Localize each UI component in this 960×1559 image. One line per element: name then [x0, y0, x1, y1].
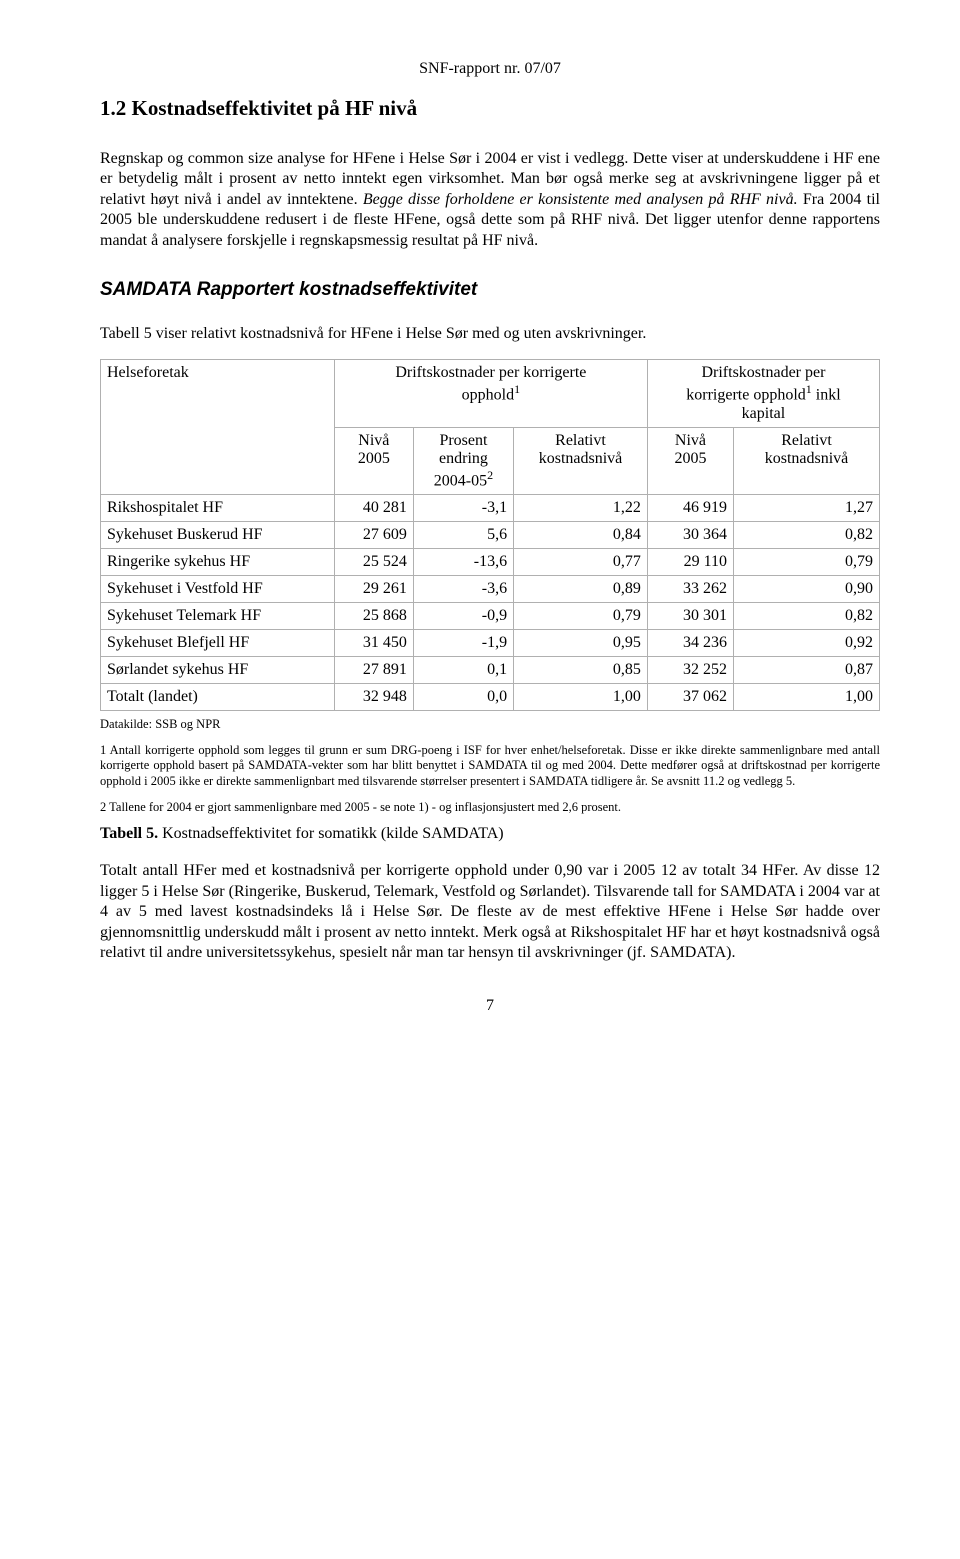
table-row: Sykehuset i Vestfold HF 29 261 -3,6 0,89… [101, 576, 880, 603]
row-c4: 30 301 [647, 603, 733, 630]
section-title: 1.2 Kostnadseffektivitet på HF nivå [100, 96, 880, 121]
row-c1: 40 281 [334, 495, 413, 522]
col-group-1: Driftskostnader per korrigerte opphold1 [334, 360, 647, 427]
row-c1: 25 524 [334, 549, 413, 576]
grp2-b: korrigerte opphold [686, 387, 806, 404]
row-c5: 0,87 [734, 657, 880, 684]
grp1-a: Driftskostnader per korrigerte [395, 364, 586, 381]
row-c4: 29 110 [647, 549, 733, 576]
sub-prosent: Prosent endring 2004-052 [413, 427, 513, 494]
row-c5: 0,82 [734, 522, 880, 549]
row-label: Ringerike sykehus HF [101, 549, 335, 576]
sub-nivaa-2b: 2005 [674, 450, 706, 467]
row-c4: 33 262 [647, 576, 733, 603]
row-c4: 34 236 [647, 630, 733, 657]
row-c2: -3,6 [413, 576, 513, 603]
grp2-c: inkl [816, 387, 841, 404]
row-c3: 1,22 [514, 495, 648, 522]
row-c2: 0,1 [413, 657, 513, 684]
cost-table: Helseforetak Driftskostnader per korrige… [100, 359, 880, 711]
row-c1: 25 868 [334, 603, 413, 630]
sub-rel-2b: kostnadsnivå [765, 450, 849, 467]
row-label: Sykehuset Telemark HF [101, 603, 335, 630]
sub-nivaa-2: Nivå 2005 [647, 427, 733, 494]
row-label: Sykehuset i Vestfold HF [101, 576, 335, 603]
sub-nivaa-2a: Nivå [675, 432, 706, 449]
table-row: Totalt (landet) 32 948 0,0 1,00 37 062 1… [101, 684, 880, 711]
grp2-d: kapital [742, 405, 786, 422]
row-c2: 0,0 [413, 684, 513, 711]
table-row: Sørlandet sykehus HF 27 891 0,1 0,85 32 … [101, 657, 880, 684]
row-c1: 31 450 [334, 630, 413, 657]
table-header-row-1: Helseforetak Driftskostnader per korrige… [101, 360, 880, 427]
report-header: SNF-rapport nr. 07/07 [100, 60, 880, 78]
table-row: Sykehuset Telemark HF 25 868 -0,9 0,79 3… [101, 603, 880, 630]
row-c4: 46 919 [647, 495, 733, 522]
row-c4: 30 364 [647, 522, 733, 549]
row-c4: 37 062 [647, 684, 733, 711]
sub-rel-1a: Relativt [555, 432, 606, 449]
row-c3: 0,79 [514, 603, 648, 630]
row-c2: 5,6 [413, 522, 513, 549]
table-row: Sykehuset Blefjell HF 31 450 -1,9 0,95 3… [101, 630, 880, 657]
sub-nivaa-1b: 2005 [358, 450, 390, 467]
row-c5: 0,79 [734, 549, 880, 576]
row-c3: 1,00 [514, 684, 648, 711]
col-helseforetak: Helseforetak [101, 360, 335, 495]
table-row: Sykehuset Buskerud HF 27 609 5,6 0,84 30… [101, 522, 880, 549]
paragraph-1-run: Regnskap og common size analyse for HFen… [100, 150, 880, 249]
row-c4: 32 252 [647, 657, 733, 684]
sub-pros-b: endring [439, 450, 488, 467]
row-label: Totalt (landet) [101, 684, 335, 711]
sub-pros-a: Prosent [439, 432, 487, 449]
row-c3: 0,95 [514, 630, 648, 657]
sub-relativt-2: Relativt kostnadsnivå [734, 427, 880, 494]
row-c3: 0,77 [514, 549, 648, 576]
grp2-a: Driftskostnader per [701, 364, 825, 381]
table-source: Datakilde: SSB og NPR [100, 717, 880, 733]
row-c5: 0,82 [734, 603, 880, 630]
row-c1: 29 261 [334, 576, 413, 603]
table-row: Ringerike sykehus HF 25 524 -13,6 0,77 2… [101, 549, 880, 576]
row-c1: 32 948 [334, 684, 413, 711]
row-c2: -13,6 [413, 549, 513, 576]
row-c2: -1,9 [413, 630, 513, 657]
table-row: Rikshospitalet HF 40 281 -3,1 1,22 46 91… [101, 495, 880, 522]
grp1-b: opphold [462, 387, 514, 404]
caption-bold: Tabell 5. [100, 825, 158, 842]
row-c3: 0,85 [514, 657, 648, 684]
caption-rest: Kostnadseffektivitet for somatikk (kilde… [158, 825, 503, 842]
sub-nivaa-1a: Nivå [358, 432, 389, 449]
table-caption: Tabell 5. Kostnadseffektivitet for somat… [100, 825, 880, 843]
row-c5: 1,27 [734, 495, 880, 522]
row-label: Sørlandet sykehus HF [101, 657, 335, 684]
row-c5: 0,92 [734, 630, 880, 657]
sub-rel-1b: kostnadsnivå [539, 450, 623, 467]
table-intro: Tabell 5 viser relativt kostnadsnivå for… [100, 325, 880, 343]
sub-relativt-1: Relativt kostnadsnivå [514, 427, 648, 494]
sub-rel-2a: Relativt [781, 432, 832, 449]
row-c3: 0,84 [514, 522, 648, 549]
col-group-2: Driftskostnader per korrigerte opphold1 … [647, 360, 879, 427]
row-c1: 27 891 [334, 657, 413, 684]
row-label: Sykehuset Buskerud HF [101, 522, 335, 549]
row-c1: 27 609 [334, 522, 413, 549]
subsection-title: SAMDATA Rapportert kostnadseffektivitet [100, 279, 880, 301]
row-label: Rikshospitalet HF [101, 495, 335, 522]
row-c2: -3,1 [413, 495, 513, 522]
row-c5: 0,90 [734, 576, 880, 603]
page-number: 7 [100, 997, 880, 1015]
paragraph-2: Totalt antall HFer med et kostnadsnivå p… [100, 861, 880, 963]
row-c2: -0,9 [413, 603, 513, 630]
row-c5: 1,00 [734, 684, 880, 711]
footnote-1: 1 Antall korrigerte opphold som legges t… [100, 743, 880, 790]
footnote-2: 2 Tallene for 2004 er gjort sammenlignba… [100, 800, 880, 816]
row-c3: 0,89 [514, 576, 648, 603]
row-label: Sykehuset Blefjell HF [101, 630, 335, 657]
paragraph-1: Regnskap og common size analyse for HFen… [100, 149, 880, 251]
sub-nivaa-1: Nivå 2005 [334, 427, 413, 494]
sub-pros-c: 2004-05 [434, 472, 487, 489]
